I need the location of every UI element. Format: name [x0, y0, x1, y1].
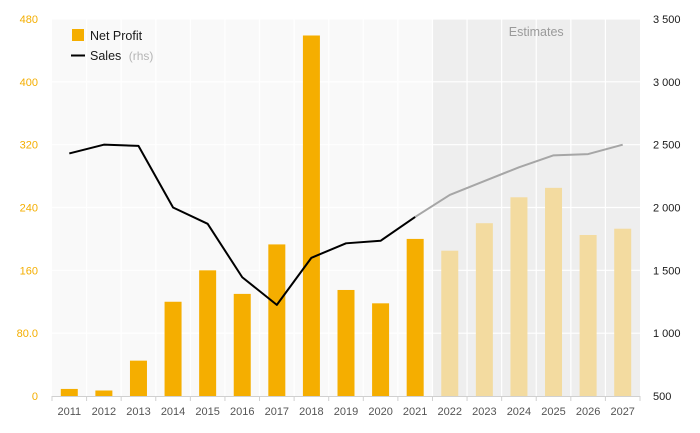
x-tick-label: 2018 [299, 406, 323, 418]
sales-line [69, 143, 623, 306]
estimates-label: Estimates [509, 25, 564, 39]
y-left-tick-label: 160 [20, 265, 38, 277]
bar-net-profit-2011 [60, 388, 78, 396]
bar-net-profit-2025 [545, 187, 563, 396]
bars [60, 35, 632, 397]
bar-net-profit-2023 [475, 223, 493, 396]
legend-label-sales: Sales [90, 49, 121, 63]
x-tick-label: 2011 [57, 406, 81, 418]
grid-lines [52, 18, 640, 396]
x-tick-label: 2013 [126, 406, 150, 418]
y-right-tick-label: 500 [653, 391, 671, 403]
x-tick-label: 2023 [472, 406, 496, 418]
bar-net-profit-2012 [95, 390, 113, 396]
bar-net-profit-2016 [233, 293, 251, 396]
bar-net-profit-2015 [199, 270, 217, 396]
bar-net-profit-2019 [337, 289, 355, 396]
x-tick-label: 2025 [541, 406, 565, 418]
legend-swatch-net-profit [72, 29, 84, 41]
y-left-tick-label: 320 [20, 140, 38, 152]
y-right-tick-label: 1 500 [653, 265, 681, 277]
x-tick-label: 2027 [610, 406, 634, 418]
y-left-tick-label: 480 [20, 14, 38, 26]
x-tick-label: 2019 [334, 406, 358, 418]
bar-net-profit-2024 [510, 197, 528, 396]
x-tick-label: 2026 [576, 406, 600, 418]
y-left-tick-label: 240 [20, 203, 38, 215]
legend-label-rhs: (rhs) [129, 49, 154, 63]
x-tick-label: 2012 [92, 406, 116, 418]
x-tick-label: 2014 [161, 406, 185, 418]
y-axis-left: 0 80.0 160 240 320 400 480 [17, 14, 38, 403]
x-tick-label: 2016 [230, 406, 254, 418]
bar-net-profit-2022 [441, 250, 459, 396]
sales-line-actual [69, 143, 416, 306]
x-tick-label: 2020 [368, 406, 392, 418]
x-axis: 2011 2012 2013 2014 2015 2016 2017 2018 2019 2020… [51, 396, 641, 418]
y-left-tick-label: 0 [32, 391, 38, 403]
x-tick-label: 2022 [438, 406, 462, 418]
bar-net-profit-2013 [129, 360, 147, 396]
y-right-tick-label: 1 000 [653, 328, 681, 340]
bar-net-profit-2020 [372, 303, 390, 396]
x-tick-label: 2015 [195, 406, 219, 418]
x-tick-label: 2024 [507, 406, 531, 418]
y-left-tick-label: 80.0 [17, 328, 38, 340]
svg-text:Sales (rhs): Sales (rhs) [90, 49, 153, 63]
x-tick-label: 2017 [265, 406, 289, 418]
bar-net-profit-2027 [614, 228, 632, 396]
legend: Net Profit Sales (rhs) [71, 29, 153, 63]
y-right-tick-label: 2 000 [653, 203, 681, 215]
y-right-tick-label: 3 000 [653, 77, 681, 89]
sales-line-estimate [414, 143, 623, 218]
bar-net-profit-2018 [302, 35, 320, 397]
bar-net-profit-2017 [268, 244, 286, 396]
y-axis-right: 500 1 000 1 500 2 000 2 500 3 000 3 500 [653, 14, 681, 403]
bar-net-profit-2026 [579, 234, 597, 396]
y-left-tick-label: 400 [20, 77, 38, 89]
legend-label-net-profit: Net Profit [90, 29, 143, 43]
bar-net-profit-2021 [406, 238, 424, 396]
bar-net-profit-2014 [164, 301, 182, 396]
x-tick-label: 2021 [403, 406, 427, 418]
y-right-tick-label: 3 500 [653, 14, 681, 26]
y-right-tick-label: 2 500 [653, 140, 681, 152]
